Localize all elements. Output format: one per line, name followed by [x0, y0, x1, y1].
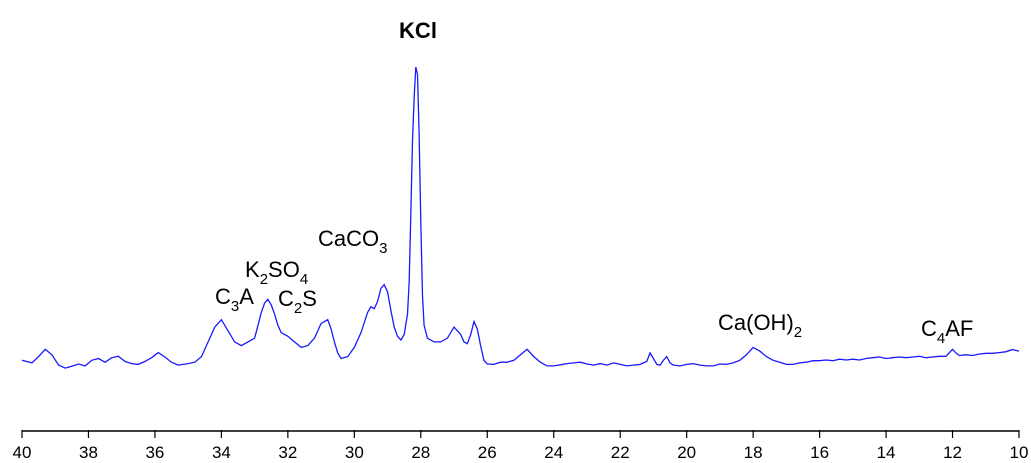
spectrum-line [21, 66, 1020, 369]
x-tick-label: 22 [611, 443, 630, 462]
peak-label: C3A [215, 284, 254, 315]
peak-label: Ca(OH)2 [718, 310, 802, 341]
x-tick-label: 30 [345, 443, 364, 462]
x-tick-label: 16 [810, 443, 829, 462]
x-tick-label: 28 [411, 443, 430, 462]
x-tick-label: 36 [145, 443, 164, 462]
peak-label: K2SO4 [245, 257, 308, 288]
x-tick-label: 14 [877, 443, 896, 462]
x-tick-label: 10 [1010, 443, 1029, 462]
peak-label: C4AF [921, 316, 973, 347]
peak-label: CaCO3 [318, 226, 387, 257]
x-tick-label: 18 [744, 443, 763, 462]
x-tick-label: 26 [478, 443, 497, 462]
x-axis: 40 38 36 34 32 30 28 26 24 22 20 18 16 14 12 10 [13, 430, 1029, 462]
x-tick-label: 38 [79, 443, 98, 462]
x-tick-label: 12 [943, 443, 962, 462]
peak-label: C2S [278, 286, 317, 317]
x-tick-label: 40 [13, 443, 32, 462]
x-tick-label: 32 [278, 443, 297, 462]
peak-label: KCl [399, 18, 437, 43]
x-tick-label: 34 [212, 443, 231, 462]
x-tick-label: 24 [544, 443, 563, 462]
x-tick-label: 20 [677, 443, 696, 462]
